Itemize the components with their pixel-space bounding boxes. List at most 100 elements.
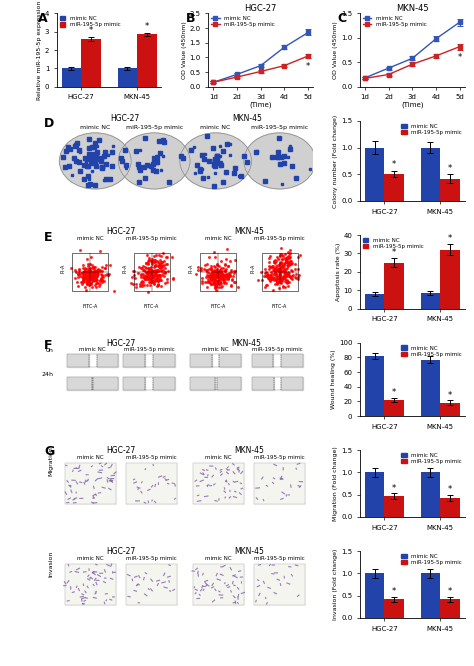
Bar (262, 252, 298, 291)
Text: *: * (145, 22, 149, 31)
Point (149, 270, 157, 281)
Point (137, 276, 145, 287)
Point (271, 264, 279, 274)
Point (281, 276, 289, 286)
Point (205, 268, 213, 278)
Point (76, 271, 84, 282)
Point (155, 274, 163, 285)
Point (88, 268, 95, 278)
Point (75, 266, 82, 277)
Point (152, 250, 160, 260)
Point (276, 276, 283, 287)
Point (213, 270, 220, 281)
Point (99, 266, 106, 277)
Legend: mimic NC, miR-195-5p mimic: mimic NC, miR-195-5p mimic (401, 453, 462, 464)
Point (231, 276, 239, 287)
Point (283, 256, 291, 267)
Point (151, 264, 159, 275)
Point (74, 272, 82, 283)
Point (274, 260, 282, 270)
Y-axis label: OD Value (450nm): OD Value (450nm) (182, 21, 187, 79)
Point (208, 268, 215, 279)
Point (212, 266, 220, 277)
Point (146, 276, 153, 287)
Point (217, 264, 224, 275)
Point (210, 278, 218, 288)
Point (85, 266, 93, 277)
Text: *: * (457, 53, 462, 63)
Point (86, 267, 94, 278)
Point (155, 271, 162, 282)
Bar (281, 377, 303, 390)
Point (141, 272, 149, 282)
Bar (365, 573, 384, 618)
Point (135, 261, 142, 272)
Point (98, 275, 106, 286)
Point (89, 267, 96, 278)
Point (145, 273, 153, 284)
Point (149, 272, 156, 282)
Point (83, 253, 91, 264)
Point (207, 276, 214, 286)
Point (287, 272, 294, 282)
Point (215, 266, 223, 276)
Bar (123, 354, 175, 367)
Point (279, 260, 286, 271)
Point (137, 272, 144, 282)
Point (86, 263, 94, 274)
Text: E: E (44, 232, 53, 244)
Point (92, 272, 100, 282)
Point (82, 270, 90, 280)
Point (207, 278, 215, 289)
Point (213, 276, 220, 286)
Point (216, 265, 224, 276)
Point (157, 270, 164, 280)
Point (203, 258, 210, 269)
Point (92, 266, 100, 276)
Point (220, 277, 228, 288)
Text: miR-195-5p mimic: miR-195-5p mimic (252, 348, 302, 352)
Point (219, 271, 227, 282)
Point (268, 269, 275, 280)
Point (263, 270, 271, 280)
Point (88, 259, 96, 270)
Text: *: * (392, 587, 396, 595)
Point (140, 271, 148, 282)
Text: miR-195-5p mimic: miR-195-5p mimic (254, 556, 305, 561)
Point (90, 268, 97, 278)
Point (92, 266, 100, 277)
Text: PI-A: PI-A (189, 264, 194, 273)
Point (273, 268, 280, 279)
Point (212, 266, 219, 276)
Point (153, 266, 160, 277)
Point (217, 268, 225, 278)
Point (89, 274, 96, 284)
Point (151, 260, 159, 270)
Point (98, 268, 105, 279)
Point (72, 273, 79, 284)
Point (211, 274, 219, 285)
Point (145, 267, 152, 278)
Text: *: * (448, 485, 452, 494)
Point (284, 252, 292, 262)
Point (149, 271, 157, 282)
Point (80, 276, 87, 287)
Point (103, 269, 111, 280)
Text: A: A (38, 12, 48, 25)
Text: miR-195-5p mimic: miR-195-5p mimic (126, 456, 177, 460)
Point (224, 273, 232, 284)
Point (87, 266, 95, 276)
Point (282, 252, 289, 263)
Point (265, 274, 273, 284)
Point (73, 277, 81, 288)
Point (275, 272, 283, 283)
Point (143, 280, 151, 290)
Text: mimic NC: mimic NC (77, 556, 103, 561)
Point (280, 264, 288, 275)
Point (88, 263, 96, 274)
Point (131, 273, 139, 284)
Point (216, 266, 224, 276)
Point (264, 267, 271, 278)
Point (276, 250, 284, 261)
Point (151, 255, 158, 266)
